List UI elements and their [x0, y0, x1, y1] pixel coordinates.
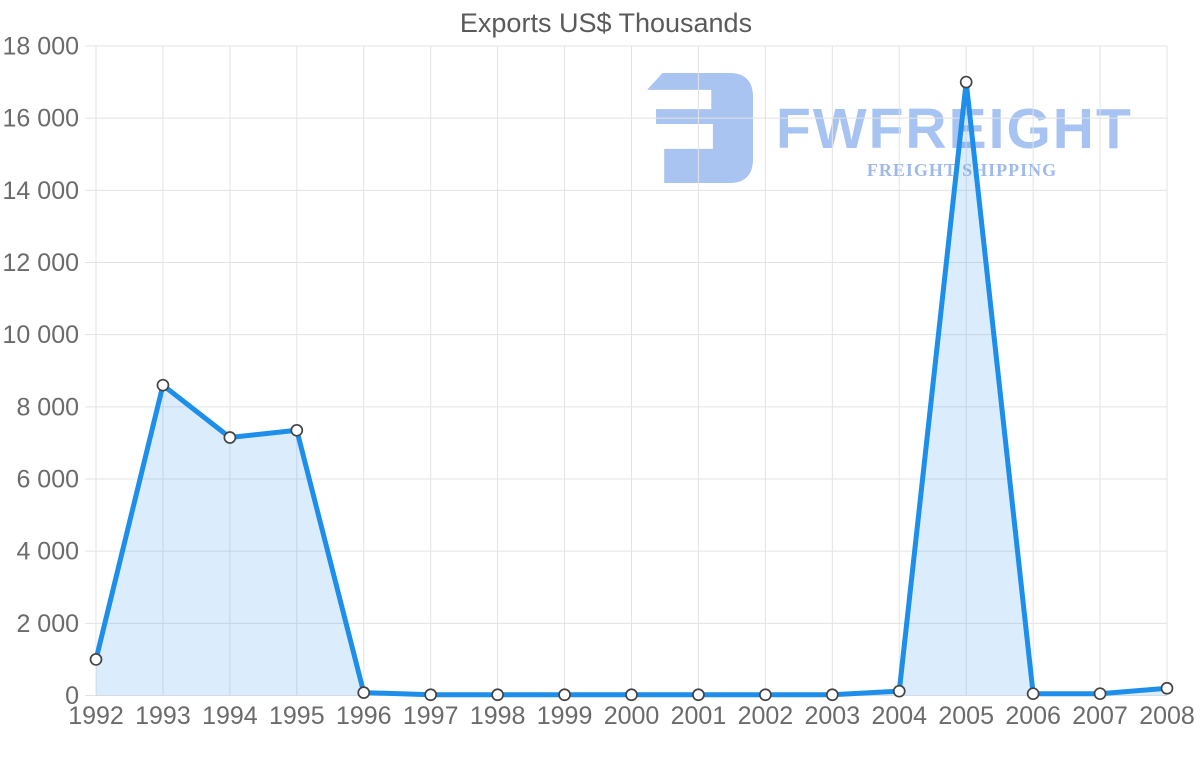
x-tick-label: 2008: [1139, 702, 1195, 730]
x-tick-label: 1998: [470, 702, 526, 730]
plot-area: 0 2 000 4 000 6 000 8 000 10 000 12 000 14 000 1…: [3, 33, 1195, 731]
data-point-marker-2001[interactable]: [692, 688, 705, 702]
y-tick-label: 10 000: [3, 321, 79, 349]
data-point-marker-1999[interactable]: [558, 688, 571, 702]
data-point-marker-2008[interactable]: [1160, 681, 1174, 695]
x-tick-label: 1992: [68, 702, 124, 730]
x-tick-label: 1994: [202, 702, 258, 730]
data-point-marker-2005[interactable]: [959, 75, 973, 89]
data-point-marker-2002[interactable]: [759, 688, 772, 702]
x-tick-label: 2004: [871, 702, 927, 730]
data-point-marker-1998[interactable]: [491, 688, 504, 702]
x-tick-label: 2006: [1005, 702, 1061, 730]
data-point-marker-2000[interactable]: [625, 688, 638, 702]
data-point-marker-2006[interactable]: [1026, 687, 1040, 701]
fwfreight-logo-icon: [646, 73, 753, 183]
y-tick-label: 2 000: [16, 610, 79, 638]
data-point-marker-2004[interactable]: [892, 684, 906, 698]
x-tick-label: 2005: [938, 702, 994, 730]
data-point-marker-2003[interactable]: [825, 688, 839, 702]
x-tick-label: 1997: [403, 702, 459, 730]
data-point-marker-1994[interactable]: [223, 431, 237, 444]
x-tick-label: 2001: [671, 702, 727, 730]
x-tick-label: 2002: [738, 702, 794, 730]
y-tick-label: 14 000: [3, 177, 79, 205]
x-tick-label: 2000: [604, 702, 660, 730]
y-tick-label: 12 000: [3, 249, 79, 277]
x-tick-label: 1995: [269, 702, 325, 730]
data-point-marker-1995[interactable]: [290, 423, 304, 437]
watermark: FWFREIGHT FREIGHT SHIPPING: [646, 73, 1133, 183]
x-tick-label: 1999: [537, 702, 593, 730]
chart-title: Exports US$ Thousands: [460, 8, 752, 38]
y-tick-label: 8 000: [16, 393, 79, 421]
x-tick-label: 1996: [336, 702, 392, 730]
y-tick-label: 18 000: [3, 33, 79, 61]
data-point-marker-1996[interactable]: [357, 686, 371, 699]
data-point-marker-1993[interactable]: [156, 378, 170, 392]
y-tick-label: 0: [65, 682, 79, 710]
series-area-fill: [96, 82, 1167, 696]
data-point-marker-1992[interactable]: [89, 653, 103, 666]
watermark-tagline-text: FREIGHT SHIPPING: [867, 160, 1057, 180]
y-tick-label: 6 000: [16, 466, 79, 494]
x-tick-label: 2003: [805, 702, 861, 730]
data-point-marker-1997[interactable]: [424, 688, 438, 702]
y-tick-label: 4 000: [16, 538, 79, 566]
data-point-marker-2007[interactable]: [1093, 687, 1107, 701]
watermark-brand-text: FWFREIGHT: [776, 97, 1133, 161]
x-tick-label: 2007: [1072, 702, 1128, 730]
x-tick-label: 1993: [135, 702, 191, 730]
y-tick-label: 16 000: [3, 105, 79, 133]
